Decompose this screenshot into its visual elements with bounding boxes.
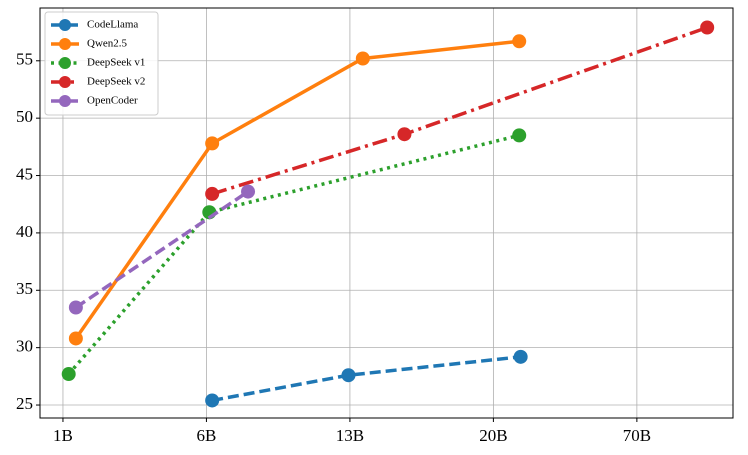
legend: CodeLlama Qwen2.5 DeepSeek v1 DeepSeek v2 Op… — [44, 11, 159, 116]
data-point — [700, 20, 715, 35]
data-point — [512, 128, 527, 143]
y-tick-label: 35 — [16, 279, 33, 298]
legend-label: Qwen2.5 — [87, 38, 128, 50]
data-point — [205, 186, 220, 201]
x-tick-label: 1B — [53, 426, 73, 445]
y-tick-label: 55 — [16, 50, 33, 69]
data-point — [512, 34, 527, 49]
series-line — [211, 25, 708, 196]
data-point — [513, 349, 528, 364]
x-tick-label: 20B — [479, 426, 507, 445]
series-line — [74, 190, 250, 309]
y-tick-label: 45 — [16, 164, 33, 183]
y-tick-label: 30 — [16, 337, 33, 356]
data-point — [68, 300, 83, 315]
x-tick-label: 70B — [623, 426, 651, 445]
data-point — [61, 367, 76, 382]
data-point — [241, 184, 256, 199]
data-point — [205, 136, 220, 151]
y-tick-label: 40 — [16, 222, 33, 241]
legend-marker — [59, 76, 71, 88]
legend-marker — [59, 38, 71, 50]
data-point — [68, 331, 83, 346]
legend-marker — [59, 57, 71, 69]
data-point — [397, 127, 412, 142]
series-line — [211, 355, 521, 403]
series-line — [74, 39, 520, 340]
x-tick-label: 13B — [336, 426, 364, 445]
x-tick-label: 6B — [197, 426, 217, 445]
y-tick-label: 50 — [16, 107, 33, 126]
legend-label: DeepSeek v1 — [87, 57, 145, 69]
plot-frame — [39, 7, 734, 419]
data-point — [205, 393, 220, 408]
legend-label: DeepSeek v2 — [87, 76, 145, 88]
legend-label: OpenCoder — [87, 95, 138, 107]
legend-box — [44, 11, 159, 116]
legend-label: CodeLlama — [87, 19, 138, 31]
legend-marker — [59, 95, 71, 107]
legend-marker — [59, 19, 71, 31]
data-point — [355, 51, 370, 66]
data-point — [341, 368, 356, 383]
y-tick-label: 25 — [16, 394, 33, 413]
